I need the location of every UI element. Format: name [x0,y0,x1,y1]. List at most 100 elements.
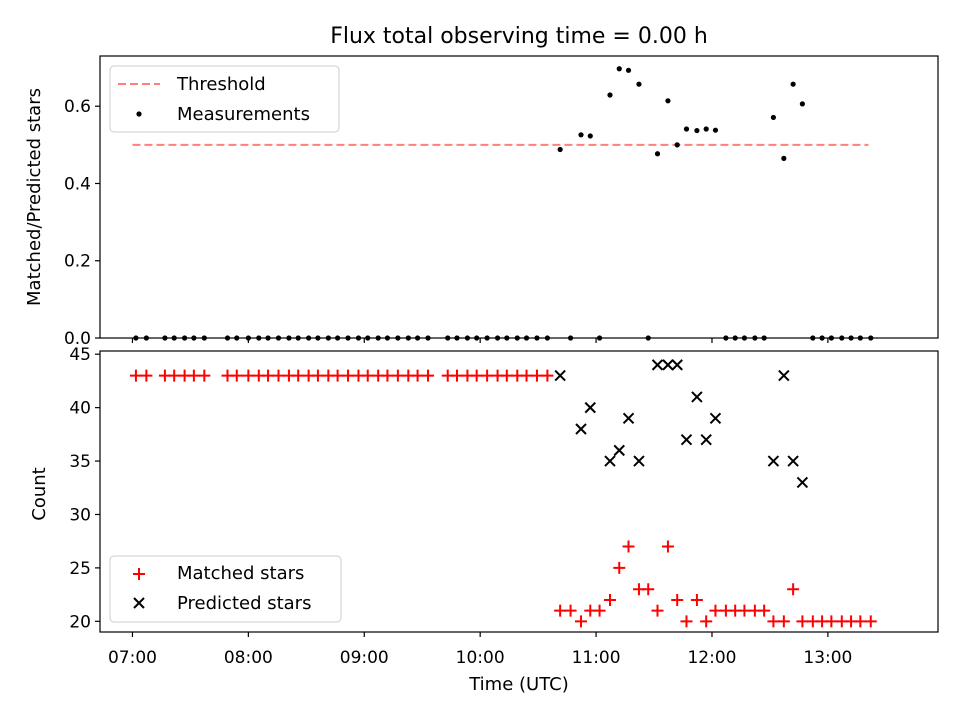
count-y-axis: 20 25 30 35 40 45 [69,345,100,632]
matched-star-point [391,369,404,382]
matched-star-point [554,604,567,617]
count-y-tick-label: 20 [69,612,91,632]
matched-star-point [230,369,243,382]
matched-star-point [854,615,867,628]
matched-star-point [500,369,513,382]
count-legend: Matched stars Predicted stars [109,555,342,623]
ratio-y-tick-label: 0.0 [64,329,91,349]
measurement-point [607,92,613,98]
predicted-star-point [787,455,799,467]
count-x-axis: 07:00 08:00 09:00 10:00 11:00 12:00 13:00 [108,632,852,668]
matched-star-point [242,369,255,382]
matched-star-point [168,369,181,382]
matched-star-point [700,615,713,628]
matched-star-point [575,615,588,628]
count-panel-frame [99,350,939,633]
ratio-y-tick-label: 0.6 [64,97,91,117]
ratio-legend: Threshold Measurements [109,65,340,133]
matched-star-point [777,615,790,628]
measurement-point [703,126,709,132]
predicted-star-point [680,433,693,446]
predicted-star-point [691,391,703,403]
matched-star-point [593,604,606,617]
measurement-point [790,81,796,87]
x-tick-label: 07:00 [108,648,157,668]
x-tick-label: 10:00 [456,648,505,668]
ratio-panel: Matched/Predicted stars 0.0 0.2 0.4 0.6 Thr… [24,55,939,349]
matched-star-point [129,369,142,382]
measurement-point [781,155,787,161]
ratio-panel-frame [99,55,939,339]
matched-star-point [622,540,635,553]
matched-star-point [690,593,703,606]
measurements-legend-swatch [136,111,142,117]
matched-star-point [796,615,809,628]
measurement-point [665,98,671,104]
ratio-y-tick-label: 0.2 [64,252,91,272]
matched-star-point [481,369,494,382]
x-tick-label: 08:00 [224,648,273,668]
matched-star-point [530,369,543,382]
ratio-y-tick-label: 0.4 [64,174,91,194]
measurement-point [712,127,719,133]
predicted-star-point [651,359,664,371]
count-panel: Count Time (UTC) 20 25 30 35 40 45 07:00 08:00… [29,345,939,695]
matched-star-point [422,369,435,382]
matched-star-point [680,615,693,628]
matched-star-point [864,615,877,628]
measurement-point [683,126,690,132]
measurement-point [636,81,642,87]
ratio-legend-frame [109,65,340,133]
predicted-star-point [767,455,780,467]
matched-star-point [140,369,153,382]
matched-star-point [738,604,751,617]
matched-star-point [541,369,554,382]
x-tick-label: 13:00 [803,648,852,668]
matched-star-point [787,583,800,596]
measurement-point [674,142,680,148]
predicted-star-point [633,455,645,467]
predicted-star-point [709,412,722,425]
matched-star-point [613,561,626,574]
matched-star-point [758,604,771,617]
matched-star-point [661,540,674,553]
matched-star-point [342,369,355,382]
count-y-tick-label: 35 [69,452,91,472]
predicted-star-point [584,401,596,414]
x-tick-label: 12:00 [687,648,736,668]
x-tick-label: 11:00 [572,648,621,668]
matched-star-point [311,369,324,382]
predicted-star-point [622,412,635,425]
matched-star-point [381,369,394,382]
matched-star-point [603,593,616,606]
count-y-axis-label: Count [29,467,50,520]
matched-star-point [272,369,285,382]
measurement-point [616,66,622,72]
predicted-star-point [671,359,683,371]
measurement-point [694,127,700,134]
matched-star-point [767,615,780,628]
count-legend-frame [109,555,342,623]
matched-star-point [709,604,722,617]
measurements-legend-label: Measurements [177,104,310,125]
predicted-star-point [662,359,674,371]
matched-star-point [331,369,344,382]
ratio-x-axis [131,338,829,343]
predicted-legend-label: Predicted stars [177,593,311,614]
measurement-point [799,101,805,107]
matched-star-point [564,604,577,617]
predicted-star-point [796,476,809,489]
matched-star-point [671,593,684,606]
matched-star-point [450,369,463,382]
measurement-point [625,67,632,73]
matched-star-point [520,369,533,382]
chart-title: Flux total observing time = 0.00 h [330,24,708,49]
count-y-tick-label: 25 [69,559,91,579]
measurement-point [578,132,584,138]
x-tick-label: 09:00 [340,648,389,668]
matched-star-point [187,369,200,382]
matched-star-point [262,369,275,382]
matched-star-point [825,615,838,628]
threshold-legend-label: Threshold [176,74,266,95]
